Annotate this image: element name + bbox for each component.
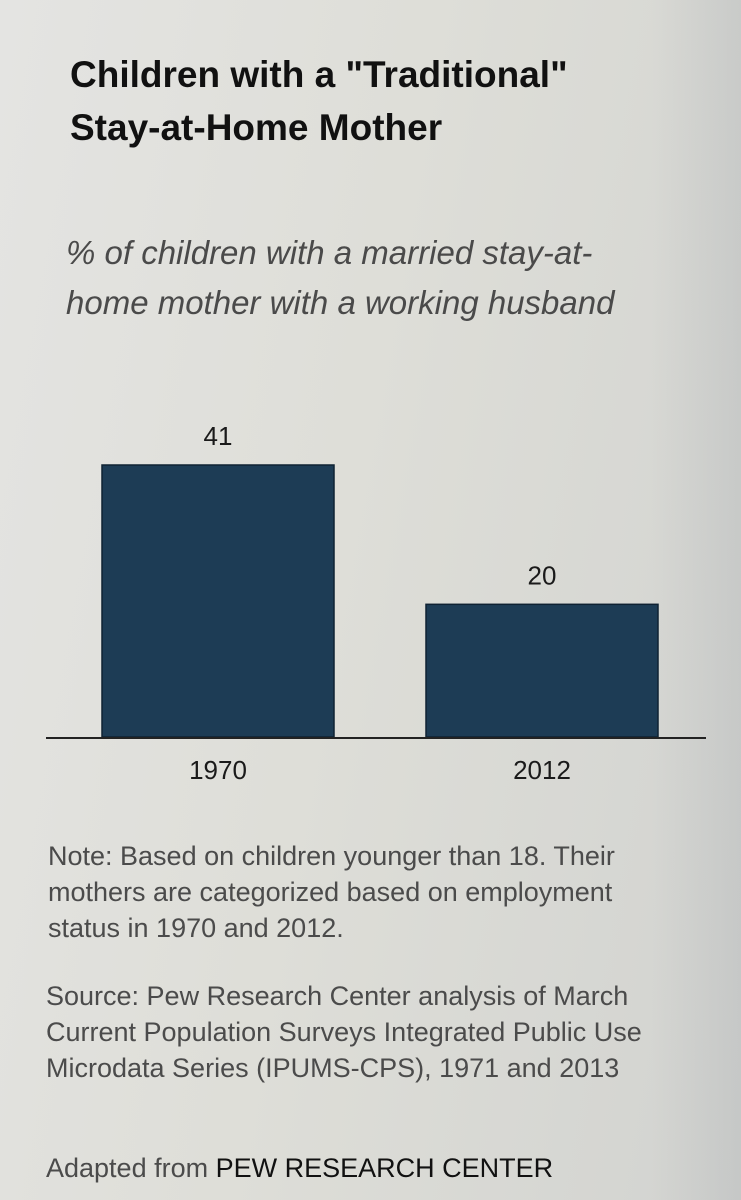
- bar-2012: [425, 603, 659, 738]
- chart-note: Note: Based on children younger than 18.…: [48, 841, 615, 943]
- chart-title: Children with a "Traditional" Stay-at-Ho…: [70, 54, 568, 148]
- credit-org: PEW RESEARCH CENTER: [215, 1153, 554, 1183]
- chart-credit: Adapted from PEW RESEARCH CENTER: [46, 1150, 706, 1186]
- category-label-1970: 1970: [189, 755, 247, 785]
- bar-chart: 41 1970 20 2012: [46, 421, 706, 785]
- chart-source: Source: Pew Research Center analysis of …: [46, 981, 642, 1083]
- credit-prefix: Adapted from: [46, 1153, 209, 1183]
- page-edge-shadow: [651, 0, 741, 1200]
- value-label-1970: 41: [204, 421, 233, 451]
- category-label-2012: 2012: [513, 755, 571, 785]
- bar-1970: [101, 464, 335, 738]
- value-label-2012: 20: [528, 560, 557, 590]
- chart-subtitle: % of children with a married stay-at-hom…: [66, 234, 615, 321]
